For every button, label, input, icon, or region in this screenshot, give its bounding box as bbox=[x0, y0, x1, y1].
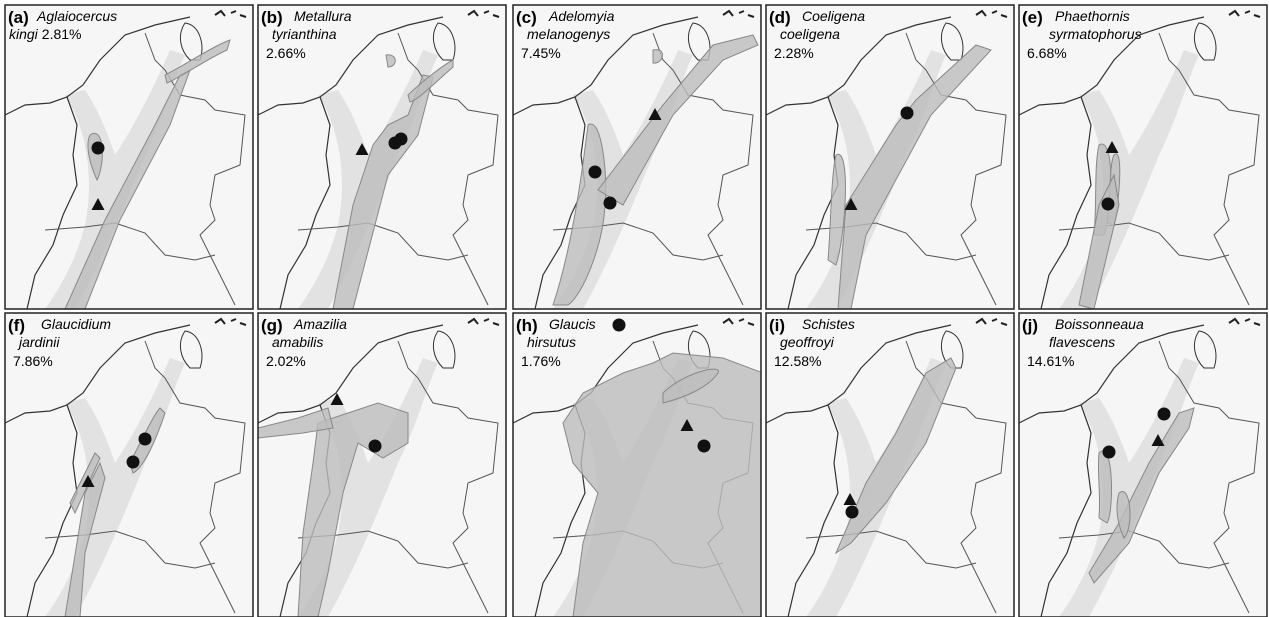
point-circle bbox=[589, 166, 602, 179]
point-circle bbox=[1103, 446, 1116, 459]
species-name: hirsutus bbox=[527, 334, 576, 350]
species-name: amabilis bbox=[272, 334, 323, 350]
point-circle bbox=[1158, 408, 1171, 421]
percent: 2.28% bbox=[774, 45, 814, 61]
panel-label: (a) bbox=[8, 8, 29, 27]
map-panel: (d) Coeligena coeligena 2.28% bbox=[766, 5, 1016, 309]
genus-name: Boissonneaua bbox=[1055, 316, 1144, 332]
percent: 7.45% bbox=[521, 45, 561, 61]
panel-label: (d) bbox=[769, 8, 791, 27]
genus-name: Aglaiocercus bbox=[36, 8, 117, 24]
map-panel: (c) Adelomyia melanogenys 7.45% bbox=[513, 5, 763, 309]
percent: 7.86% bbox=[13, 353, 53, 369]
range-area bbox=[1098, 451, 1111, 523]
panel-label: (e) bbox=[1022, 8, 1043, 27]
species-name: jardinii bbox=[17, 334, 60, 350]
map-panel: (g) Amazilia amabilis 2.02% bbox=[258, 313, 508, 617]
percent: 12.58% bbox=[774, 353, 821, 369]
species-name: geoffroyi bbox=[780, 334, 835, 350]
point-circle bbox=[127, 456, 140, 469]
point-circle bbox=[139, 433, 152, 446]
point-circle bbox=[369, 440, 382, 453]
genus-name: Coeligena bbox=[802, 8, 865, 24]
species-name: melanogenys bbox=[527, 26, 610, 42]
map-content bbox=[5, 5, 255, 309]
panel-label: (b) bbox=[261, 8, 283, 27]
species-name: syrmatophorus bbox=[1049, 26, 1142, 42]
panel-label: (g) bbox=[261, 316, 283, 335]
species-name: kingi bbox=[9, 26, 39, 42]
range-area bbox=[386, 55, 395, 67]
genus-name: Glaucidium bbox=[41, 316, 111, 332]
point-circle bbox=[698, 440, 711, 453]
point-circle bbox=[1102, 198, 1115, 211]
point-circle bbox=[613, 319, 626, 332]
map-panel: (i) Schistes geoffroyi 12.58% bbox=[766, 313, 1016, 617]
percent: 2.81% bbox=[42, 26, 82, 42]
percent: 14.61% bbox=[1027, 353, 1074, 369]
panel-label: (i) bbox=[769, 316, 785, 335]
genus-name: Phaethornis bbox=[1055, 8, 1130, 24]
point-circle bbox=[604, 197, 617, 210]
point-circle bbox=[395, 133, 408, 146]
map-panel: (h) Glaucis hirsutus 1.76% bbox=[513, 313, 763, 617]
panel-label: (c) bbox=[516, 8, 537, 27]
percent: 2.66% bbox=[266, 45, 306, 61]
genus-name: Schistes bbox=[802, 316, 855, 332]
point-circle bbox=[92, 142, 105, 155]
percent: 1.76% bbox=[521, 353, 561, 369]
map-panel: (f) Glaucidium jardinii 7.86% bbox=[5, 313, 255, 617]
species-name: coeligena bbox=[780, 26, 840, 42]
genus-name: Metallura bbox=[294, 8, 352, 24]
point-circle bbox=[846, 506, 859, 519]
genus-name: Glaucis bbox=[549, 316, 596, 332]
species-name: tyrianthina bbox=[272, 26, 337, 42]
map-panel: (b) Metallura tyrianthina 2.66% bbox=[258, 5, 508, 309]
map-panel: (j) Boissonneaua flavescens 14.61% bbox=[1019, 313, 1269, 617]
map-panel: (e) Phaethornis syrmatophorus 6.68% bbox=[1019, 5, 1269, 309]
figure: (a) Aglaiocercus kingi2.81% (b) Metallura tyr… bbox=[0, 0, 1269, 617]
panel-label: (h) bbox=[516, 316, 538, 335]
percent: 2.02% bbox=[266, 353, 306, 369]
point-circle bbox=[901, 107, 914, 120]
panel-label: (f) bbox=[8, 316, 25, 335]
panel-label: (j) bbox=[1022, 316, 1038, 335]
genus-name: Amazilia bbox=[293, 316, 347, 332]
species-name: flavescens bbox=[1049, 334, 1115, 350]
genus-name: Adelomyia bbox=[548, 8, 615, 24]
percent: 6.68% bbox=[1027, 45, 1067, 61]
